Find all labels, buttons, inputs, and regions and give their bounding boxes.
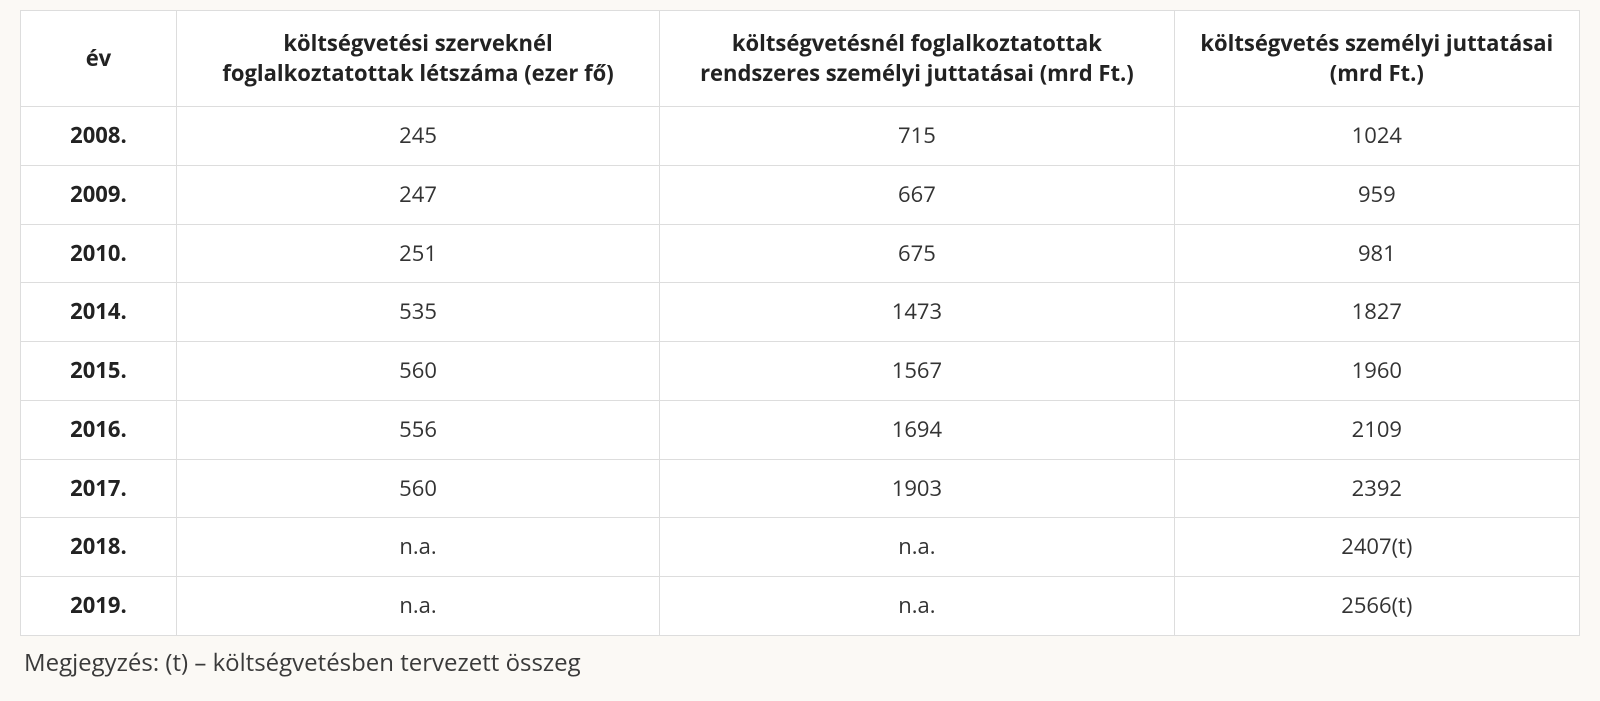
cell-regular-benefits: 667 bbox=[660, 166, 1174, 225]
cell-regular-benefits: 1473 bbox=[660, 283, 1174, 342]
col-header-employees: költségvetési szerveknél foglalkoztatott… bbox=[176, 11, 659, 107]
table-row: 2010. 251 675 981 bbox=[21, 224, 1580, 283]
cell-total-benefits: 1024 bbox=[1174, 107, 1579, 166]
cell-total-benefits: 981 bbox=[1174, 224, 1579, 283]
cell-regular-benefits: 1567 bbox=[660, 342, 1174, 401]
table-row: 2015. 560 1567 1960 bbox=[21, 342, 1580, 401]
cell-total-benefits: 2109 bbox=[1174, 400, 1579, 459]
table-header-row: év költségvetési szerveknél foglalkoztat… bbox=[21, 11, 1580, 107]
cell-employees: n.a. bbox=[176, 518, 659, 577]
cell-year: 2015. bbox=[21, 342, 177, 401]
cell-regular-benefits: n.a. bbox=[660, 518, 1174, 577]
cell-regular-benefits: 1694 bbox=[660, 400, 1174, 459]
cell-total-benefits: 1960 bbox=[1174, 342, 1579, 401]
cell-year: 2010. bbox=[21, 224, 177, 283]
cell-year: 2017. bbox=[21, 459, 177, 518]
col-header-year: év bbox=[21, 11, 177, 107]
cell-employees: 560 bbox=[176, 459, 659, 518]
cell-employees: 247 bbox=[176, 166, 659, 225]
cell-employees: 556 bbox=[176, 400, 659, 459]
cell-regular-benefits: 1903 bbox=[660, 459, 1174, 518]
cell-year: 2014. bbox=[21, 283, 177, 342]
table-row: 2014. 535 1473 1827 bbox=[21, 283, 1580, 342]
col-header-total-benefits: költségvetés személyi juttatásai (mrd Ft… bbox=[1174, 11, 1579, 107]
table-header: év költségvetési szerveknél foglalkoztat… bbox=[21, 11, 1580, 107]
cell-regular-benefits: n.a. bbox=[660, 576, 1174, 635]
cell-employees: 251 bbox=[176, 224, 659, 283]
table-row: 2009. 247 667 959 bbox=[21, 166, 1580, 225]
cell-year: 2008. bbox=[21, 107, 177, 166]
table-row: 2019. n.a. n.a. 2566(t) bbox=[21, 576, 1580, 635]
cell-total-benefits: 2407(t) bbox=[1174, 518, 1579, 577]
table-row: 2017. 560 1903 2392 bbox=[21, 459, 1580, 518]
cell-year: 2019. bbox=[21, 576, 177, 635]
table-row: 2018. n.a. n.a. 2407(t) bbox=[21, 518, 1580, 577]
cell-total-benefits: 1827 bbox=[1174, 283, 1579, 342]
cell-total-benefits: 2566(t) bbox=[1174, 576, 1579, 635]
cell-employees: n.a. bbox=[176, 576, 659, 635]
table-row: 2016. 556 1694 2109 bbox=[21, 400, 1580, 459]
cell-employees: 535 bbox=[176, 283, 659, 342]
table-footnote: Megjegyzés: (t) – költségvetésben tervez… bbox=[20, 636, 1580, 679]
table-body: 2008. 245 715 1024 2009. 247 667 959 201… bbox=[21, 107, 1580, 635]
cell-regular-benefits: 715 bbox=[660, 107, 1174, 166]
cell-year: 2016. bbox=[21, 400, 177, 459]
cell-total-benefits: 959 bbox=[1174, 166, 1579, 225]
budget-table: év költségvetési szerveknél foglalkoztat… bbox=[20, 10, 1580, 636]
cell-regular-benefits: 675 bbox=[660, 224, 1174, 283]
cell-employees: 245 bbox=[176, 107, 659, 166]
cell-total-benefits: 2392 bbox=[1174, 459, 1579, 518]
cell-employees: 560 bbox=[176, 342, 659, 401]
table-row: 2008. 245 715 1024 bbox=[21, 107, 1580, 166]
col-header-regular-benefits: költségvetésnél foglalkoztatottak rendsz… bbox=[660, 11, 1174, 107]
cell-year: 2018. bbox=[21, 518, 177, 577]
cell-year: 2009. bbox=[21, 166, 177, 225]
